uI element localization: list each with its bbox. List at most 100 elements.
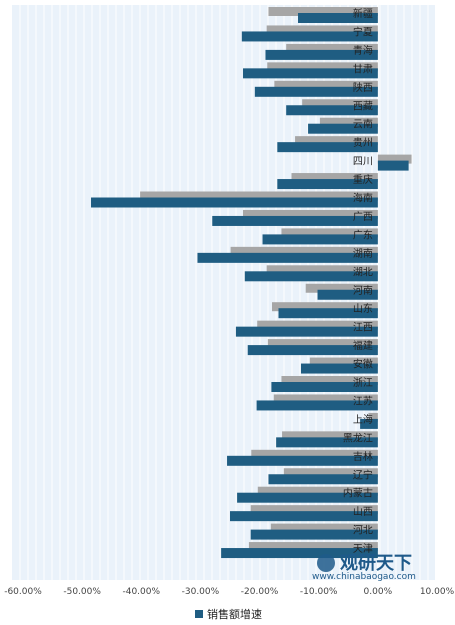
bar-sales-growth <box>268 474 378 485</box>
category-label: 西藏 <box>353 100 373 112</box>
bar-series-1 <box>305 283 378 293</box>
watermark: 观研天下 www.chinabaogao.com <box>312 553 416 582</box>
x-tick-label: -50.00% <box>63 587 101 597</box>
category-label: 广西 <box>353 211 373 223</box>
bar-series-1 <box>282 431 378 441</box>
bar-sales-growth <box>256 400 378 411</box>
category-label: 内蒙古 <box>343 487 373 500</box>
watermark-name: 观研天下 <box>340 553 412 574</box>
bar-sales-growth <box>360 418 378 429</box>
legend-swatch <box>195 610 203 618</box>
bar-series-1 <box>230 246 378 256</box>
category-label: 贵州 <box>353 136 373 149</box>
bar-sales-growth <box>241 31 378 42</box>
bar-series-1 <box>270 523 378 533</box>
bar-sales-growth <box>298 13 378 23</box>
category-label: 海南 <box>353 192 373 205</box>
bar-sales-growth <box>271 382 378 392</box>
bar-sales-growth <box>212 215 378 226</box>
category-label: 湖北 <box>353 266 373 278</box>
category-label: 山东 <box>353 302 373 315</box>
bar-series-1 <box>302 99 378 109</box>
category-label: 江西 <box>353 322 373 334</box>
category-label: 重庆 <box>353 173 373 186</box>
bar-series-1 <box>295 136 378 146</box>
bar-sales-growth <box>250 529 378 540</box>
bar-sales-growth <box>247 345 378 356</box>
bar-sales-growth <box>277 142 378 153</box>
bar-series-1 <box>267 339 378 349</box>
x-tick-label: -20.00% <box>241 587 279 597</box>
bar-sales-growth <box>317 289 378 300</box>
bar-sales-growth <box>254 86 378 97</box>
bar-series-1 <box>368 412 378 422</box>
bar-sales-growth <box>230 511 378 522</box>
x-tick-label: 0.00% <box>364 587 393 597</box>
bar-series-1 <box>248 542 378 552</box>
bar-sales-growth <box>244 271 378 282</box>
bar-series-1 <box>291 173 378 183</box>
bar-sales-growth <box>300 363 378 374</box>
bar-sales-growth <box>276 437 378 448</box>
bar-sales-growth <box>243 68 378 79</box>
category-label: 甘肃 <box>353 62 373 75</box>
category-label: 广东 <box>353 228 373 241</box>
bar-series-1 <box>286 43 378 53</box>
category-label: 河南 <box>353 284 373 297</box>
bar-sales-growth <box>308 123 378 134</box>
category-labels: 新疆宁夏青海甘肃陕西西藏云南贵州四川重庆海南广西广东湖南湖北河南山东江西福建安徽… <box>343 7 373 555</box>
bar-sales-growth <box>197 252 378 263</box>
x-tick-label: 10.00% <box>420 587 455 597</box>
x-tick-label: -40.00% <box>122 587 160 597</box>
bar-sales-growth <box>278 308 378 319</box>
bar-sales-growth <box>377 160 409 171</box>
bar-series-1 <box>281 228 378 238</box>
x-tick-label: -60.00% <box>4 587 42 597</box>
bar-sales-growth <box>237 492 378 503</box>
x-tick-label: -30.00% <box>182 587 220 597</box>
watermark-logo-icon <box>317 554 335 572</box>
category-label: 天津 <box>353 543 373 555</box>
bar-series-1 <box>243 209 378 219</box>
bar-sales-growth <box>262 234 378 245</box>
bar-sales-growth <box>286 105 378 116</box>
bar-series-1 <box>319 117 378 127</box>
category-label: 青海 <box>353 44 373 57</box>
bar-series-1 <box>273 394 378 404</box>
category-label: 山西 <box>353 506 373 518</box>
category-label: 吉林 <box>353 450 373 463</box>
bar-sales-growth <box>277 179 378 190</box>
legend-label: 销售额增速 <box>207 607 262 621</box>
bar-series-1 <box>281 376 378 385</box>
category-label: 湖南 <box>353 247 373 260</box>
category-label: 江苏 <box>353 394 373 407</box>
category-label: 新疆 <box>353 7 373 20</box>
category-label: 四川 <box>353 157 373 168</box>
x-tick-label: -10.00% <box>300 587 338 597</box>
category-label: 安徽 <box>353 358 373 371</box>
category-label: 黑龙江 <box>343 431 373 444</box>
category-label: 河北 <box>353 525 373 537</box>
bar-series-1 <box>250 505 378 515</box>
bar-series-1 <box>268 7 378 16</box>
bar-sales-growth <box>235 326 378 337</box>
bar-series-1 <box>266 25 378 35</box>
bar-series-1 <box>283 468 378 478</box>
category-label: 云南 <box>353 118 373 131</box>
category-label: 辽宁 <box>353 468 373 481</box>
bar-series-1 <box>274 80 378 90</box>
legend: 销售额增速 <box>195 607 262 621</box>
bars <box>91 7 412 559</box>
bar-series-1 <box>266 265 378 275</box>
x-tick-labels: -60.00% -50.00% -40.00% -30.00% -20.00% -10.0… <box>4 587 454 597</box>
bar-series-1 <box>257 486 378 496</box>
bar-series-1 <box>377 154 412 164</box>
category-label: 宁夏 <box>353 25 373 38</box>
bar-sales-growth <box>227 455 378 466</box>
bar-series-1 <box>140 191 378 201</box>
category-label: 上海 <box>353 413 373 426</box>
category-label: 福建 <box>353 339 373 352</box>
bar-series-1 <box>257 320 378 330</box>
watermark-url: www.chinabaogao.com <box>312 572 416 582</box>
